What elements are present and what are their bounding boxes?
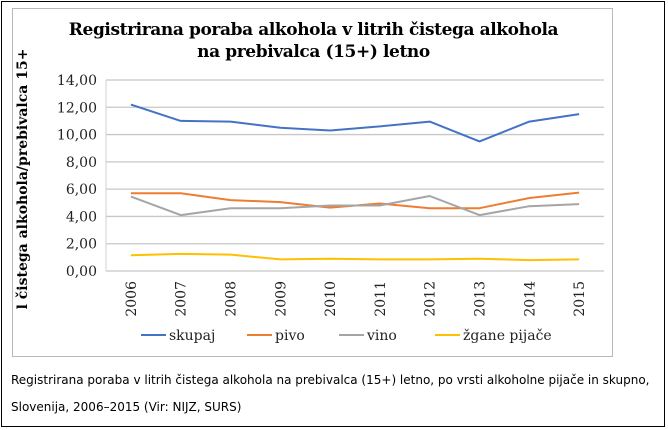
x-tick-label: 2008 xyxy=(224,281,240,317)
line-chart: 0,00 2,00 4,00 6,00 8,00 10,00 12,00 14,00 l čis… xyxy=(15,49,604,344)
chart-title-line-1: Registrirana poraba alkohola v litrih či… xyxy=(68,20,559,40)
legend-label: vino xyxy=(366,328,397,344)
x-tick-label: 2007 xyxy=(174,281,190,317)
chart-title-line-2: na prebivalca (15+) letno xyxy=(197,42,430,62)
x-tick-label: 2013 xyxy=(473,281,489,317)
figure-caption: Registrirana poraba v litrih čistega alk… xyxy=(11,367,661,421)
chart-title: Registrirana poraba alkohola v litrih či… xyxy=(13,19,614,63)
y-tick-label: 12,00 xyxy=(57,100,97,116)
x-tick-label: 2010 xyxy=(323,281,339,317)
legend-label: žgane pijače xyxy=(463,328,552,344)
x-tick-label: 2012 xyxy=(423,281,439,317)
y-tick-label: 6,00 xyxy=(66,182,97,198)
x-tick-label: 2006 xyxy=(124,281,140,317)
y-tick-label: 0,00 xyxy=(66,264,97,280)
x-tick-label: 2015 xyxy=(572,281,588,317)
series-line-skupaj xyxy=(130,103,580,143)
x-tick-label: 2014 xyxy=(522,281,538,317)
y-tick-label: 14,00 xyxy=(57,73,97,89)
y-tick-label: 10,00 xyxy=(57,128,97,144)
y-tick-label: 8,00 xyxy=(66,155,97,171)
y-tick-label: 2,00 xyxy=(66,237,97,253)
legend-label: skupaj xyxy=(169,328,215,344)
series-line-vino xyxy=(130,195,580,217)
caption-line-1: Registrirana poraba v litrih čistega alk… xyxy=(11,373,650,387)
chart-area: Registrirana poraba alkohola v litrih či… xyxy=(12,8,613,357)
y-tick-label: 4,00 xyxy=(66,209,97,225)
legend-label: pivo xyxy=(275,328,305,344)
caption-line-2: Slovenija, 2006–2015 (Vir: NIJZ, SURS) xyxy=(11,400,242,414)
x-tick-label: 2011 xyxy=(373,281,389,317)
x-tick-label: 2009 xyxy=(273,281,289,317)
y-axis-label: l čistega alkohola/prebivalca 15+ xyxy=(15,49,31,310)
series-line-žgane-pijače xyxy=(130,252,580,262)
